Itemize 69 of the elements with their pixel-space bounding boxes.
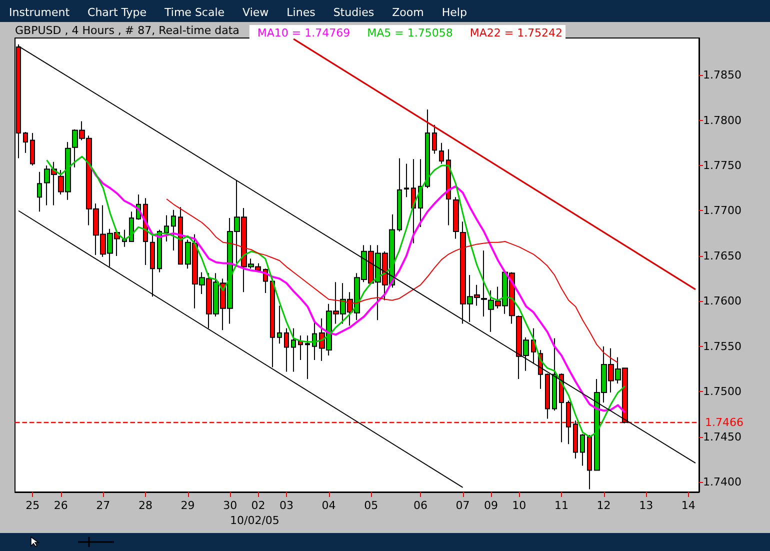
y-tick-label: 1.7750: [703, 159, 742, 172]
text: 10/02/05: [230, 514, 280, 527]
y-tick-label: 1.7850: [703, 68, 742, 82]
candlestick: [277, 305, 282, 344]
x-tick-label: 25: [26, 499, 40, 512]
text: MA5 = 1.75058: [367, 26, 453, 40]
line-series: [88, 162, 626, 414]
candlestick: [453, 196, 459, 240]
text: Help: [440, 6, 468, 21]
x-tick-label: 06: [413, 499, 428, 512]
text: Instrument: [8, 6, 71, 21]
x-tick-label: 03: [279, 499, 294, 512]
candlestick: [30, 132, 35, 166]
candlestick: [122, 229, 127, 248]
text: Studies: [332, 6, 376, 21]
x-tick-label: 26: [54, 499, 68, 512]
candlestick: [545, 373, 550, 420]
text: Time Scale: [164, 6, 226, 21]
candlestick: [291, 328, 296, 372]
x-tick-label: 14: [681, 499, 696, 512]
text: MA22 = 1.75242: [470, 26, 563, 40]
candlestick: [37, 171, 42, 212]
candlestick: [411, 158, 416, 244]
candlestick: [23, 132, 28, 154]
text: Chart Type: [86, 6, 148, 21]
chart-title: GBPUSD , 4 Hours , # 87, Real-time data: [15, 24, 240, 37]
line-series: [166, 198, 618, 364]
x-tick-label: 28: [138, 499, 152, 512]
x-tick-label: 11: [554, 499, 568, 512]
text: Zoom: [391, 6, 425, 21]
y-tick-label: 1.7700: [703, 204, 742, 218]
candlestick: [587, 434, 592, 490]
x-tick-label: 05: [364, 499, 378, 512]
candlestick: [171, 209, 176, 252]
candlestick: [397, 158, 402, 232]
x-tick-label: 09: [484, 499, 498, 512]
candlestick: [178, 206, 183, 265]
y-tick-label: 1.7800: [703, 114, 742, 127]
x-tick-label: 02: [251, 499, 266, 512]
x-tick-label: 12: [596, 499, 611, 512]
x-tick-label: 07: [456, 499, 470, 512]
candlestick: [157, 229, 162, 273]
y-tick-label: 1.7650: [703, 249, 742, 262]
candlestick: [432, 124, 437, 154]
x-tick-label: 04: [322, 499, 336, 512]
candlestick: [284, 328, 289, 372]
candlestick: [164, 214, 169, 242]
candlestick: [305, 335, 310, 380]
candlestick: [418, 158, 423, 228]
x-tick-label: 29: [180, 499, 195, 512]
text: Lines: [286, 6, 316, 21]
candlestick: [404, 163, 409, 198]
y-tick-label: 1.7450: [703, 430, 742, 444]
x-tick-label: 13: [639, 499, 654, 512]
candlestick: [439, 142, 444, 164]
y-tick-label: 1.7550: [703, 340, 742, 353]
ref-line-label: 1.7466: [705, 416, 744, 429]
candlestick: [298, 335, 303, 360]
candlestick: [552, 338, 557, 412]
y-tick-label: 1.7600: [703, 294, 742, 308]
y-tick-label: 1.7500: [703, 385, 742, 398]
x-tick-label: 30: [223, 499, 238, 512]
x-tick-label: 27: [96, 499, 110, 512]
text: MA10 = 1.74769: [257, 26, 350, 40]
x-tick-label: 10: [512, 499, 526, 512]
y-tick-label: 1.7400: [703, 476, 742, 489]
candlestick: [129, 211, 134, 242]
text: View: [242, 6, 270, 21]
candlestick: [481, 250, 487, 318]
